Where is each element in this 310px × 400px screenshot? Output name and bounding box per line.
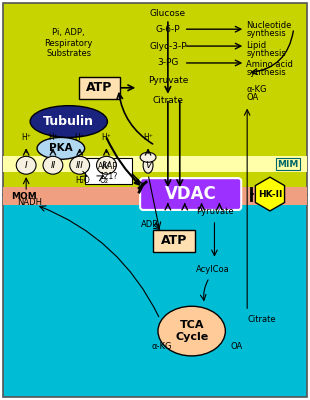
Text: OA: OA [230, 342, 242, 352]
Text: VDAC: VDAC [165, 185, 217, 203]
Text: H⁺: H⁺ [101, 134, 111, 142]
Ellipse shape [43, 156, 63, 174]
Text: HK-II: HK-II [258, 190, 282, 198]
Text: MOM: MOM [11, 192, 37, 200]
Text: PKA: PKA [49, 143, 73, 153]
Text: α-KG: α-KG [246, 85, 267, 94]
Text: IV: IV [102, 161, 111, 170]
FancyBboxPatch shape [79, 77, 120, 99]
Text: O₂: O₂ [100, 176, 109, 185]
Text: synthesis: synthesis [246, 48, 286, 58]
FancyBboxPatch shape [140, 178, 241, 210]
Ellipse shape [37, 138, 85, 159]
Ellipse shape [158, 306, 225, 356]
Text: Citrate: Citrate [153, 96, 184, 105]
Text: TCA
Cycle: TCA Cycle [175, 320, 208, 342]
Text: Tubulin: Tubulin [43, 115, 94, 128]
Text: II: II [50, 161, 55, 170]
Text: OA: OA [246, 93, 259, 102]
Text: AKAP
121?: AKAP 121? [98, 162, 118, 181]
Text: H₂O: H₂O [75, 176, 90, 185]
Text: ATP: ATP [161, 234, 187, 247]
Text: ADP: ADP [141, 220, 159, 229]
Ellipse shape [16, 156, 36, 174]
Text: ATP: ATP [86, 81, 113, 94]
Text: Pyruvate: Pyruvate [148, 76, 188, 85]
Ellipse shape [96, 156, 116, 174]
Text: H⁺: H⁺ [143, 134, 153, 142]
Text: Glyc-3-P: Glyc-3-P [149, 42, 187, 50]
Text: MIM: MIM [277, 160, 298, 169]
Text: 3-PG: 3-PG [157, 58, 179, 68]
FancyBboxPatch shape [85, 158, 132, 184]
Bar [3, 187, 307, 205]
Text: I: I [25, 161, 28, 170]
Text: Nucleotide: Nucleotide [246, 21, 291, 30]
Text: Pi, ADP,
Respiratory
Substrates: Pi, ADP, Respiratory Substrates [45, 28, 93, 58]
Bar [3, 3, 307, 195]
Ellipse shape [140, 152, 156, 162]
Text: G-6-P: G-6-P [156, 25, 180, 34]
Text: H⁺: H⁺ [21, 134, 31, 142]
Ellipse shape [143, 157, 153, 173]
Text: Pyruvate: Pyruvate [196, 208, 233, 216]
Text: synthesis: synthesis [246, 29, 286, 38]
Ellipse shape [30, 106, 108, 138]
Text: Amino acid: Amino acid [246, 60, 293, 70]
Bar [3, 195, 307, 397]
Text: synthesis: synthesis [246, 68, 286, 77]
Text: AcylCoa: AcylCoa [196, 265, 229, 274]
Text: H⁺: H⁺ [48, 134, 58, 142]
Bar [3, 156, 307, 172]
FancyBboxPatch shape [153, 230, 195, 252]
Text: α-KG: α-KG [152, 342, 172, 352]
Ellipse shape [70, 156, 90, 174]
Text: V: V [145, 161, 151, 170]
Text: Lipid: Lipid [246, 40, 266, 50]
Text: H⁺: H⁺ [75, 134, 85, 142]
Text: III: III [76, 161, 84, 170]
Text: Glucose: Glucose [150, 9, 186, 18]
Text: NADH: NADH [17, 198, 42, 208]
Text: Citrate: Citrate [247, 315, 276, 324]
